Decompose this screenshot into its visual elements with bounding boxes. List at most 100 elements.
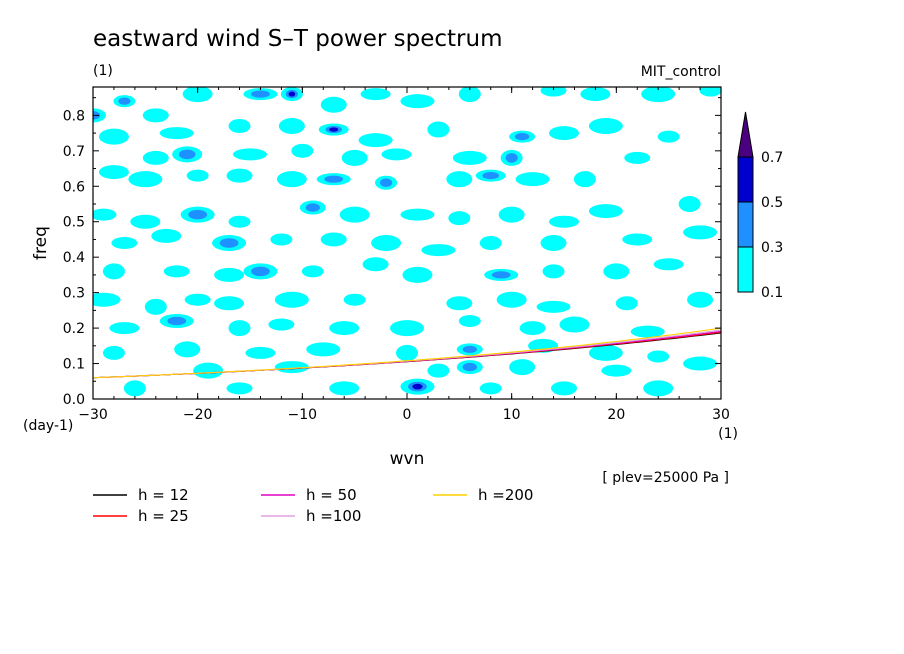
contour-patch <box>320 96 347 113</box>
contour-patch <box>123 380 146 397</box>
contour-patch <box>400 94 435 109</box>
contour-level-1 <box>245 346 276 359</box>
contour-level-1 <box>228 119 251 133</box>
contour-level-2 <box>167 316 187 326</box>
contour-level-1 <box>159 127 194 140</box>
contour-patch <box>580 87 611 102</box>
contour-patch <box>276 171 307 188</box>
contour-patch <box>400 378 435 395</box>
contour-level-1 <box>144 298 167 315</box>
contour-level-1 <box>396 344 418 361</box>
contour-level-2 <box>462 345 477 353</box>
contour-patch <box>536 300 571 313</box>
contour-level-1 <box>193 362 224 379</box>
contour-patch <box>615 296 638 311</box>
x-tick-label: 20 <box>607 407 625 423</box>
contour-level-2 <box>219 238 239 248</box>
contour-patch <box>180 206 215 223</box>
contour-level-1 <box>630 325 665 338</box>
contour-patch <box>93 208 117 221</box>
contour-patch <box>657 130 680 143</box>
contour-level-1 <box>446 296 473 311</box>
contour-level-1 <box>448 211 471 226</box>
contour-level-1 <box>624 151 651 164</box>
contour-patch <box>98 128 129 145</box>
contour-patch <box>448 211 471 226</box>
contour-patch <box>381 148 412 161</box>
contour-patch <box>339 206 370 223</box>
x-tick-label: −30 <box>78 407 108 423</box>
contour-patch <box>540 87 567 97</box>
contour-level-1 <box>339 206 370 223</box>
contour-patch <box>270 233 293 246</box>
y-tick-label: 0.3 <box>63 286 85 302</box>
contour-level-1 <box>509 359 536 376</box>
contour-level-1 <box>573 171 596 188</box>
contour-level-1 <box>452 150 487 165</box>
contour-level-1 <box>163 265 190 278</box>
colorbar-label: 0.5 <box>761 195 783 211</box>
contour-level-1 <box>109 322 140 335</box>
contour-patch <box>551 381 577 396</box>
contour-level-1 <box>687 291 714 308</box>
contour-level-1 <box>479 382 502 395</box>
contour-patch <box>274 291 309 308</box>
contour-level-2 <box>462 362 477 372</box>
contour-level-1 <box>320 232 347 247</box>
contour-level-1 <box>228 320 251 337</box>
contour-patch <box>243 263 278 280</box>
contour-patch <box>291 143 314 158</box>
contour-patch <box>245 346 276 359</box>
contour-level-1 <box>226 168 253 183</box>
contour-patch <box>111 237 138 249</box>
y-tick-label: 0.0 <box>63 392 85 408</box>
y-tick-label: 0.6 <box>63 179 85 195</box>
contour-patch <box>421 244 456 257</box>
contour-level-1 <box>496 291 527 308</box>
contour-level-3 <box>412 383 423 390</box>
contour-level-1 <box>214 296 245 311</box>
contour-patch <box>159 314 194 328</box>
contour-patch <box>400 208 435 221</box>
contour-patch <box>687 291 714 308</box>
contour-level-2 <box>482 172 499 180</box>
contour-level-1 <box>479 236 502 250</box>
colorbar-label: 0.3 <box>761 240 783 256</box>
contour-patch <box>375 175 398 190</box>
plot-area <box>93 87 721 397</box>
dispersion-curve-h200 <box>93 327 721 379</box>
contour-patch <box>341 149 368 166</box>
contour-patch <box>549 126 579 141</box>
contour-patch <box>128 171 163 188</box>
contour-patch <box>233 148 267 161</box>
contour-level-1 <box>111 237 138 249</box>
contour-patch <box>144 298 167 315</box>
contour-patch <box>228 119 251 133</box>
contour-patch <box>186 169 209 182</box>
contour-patch <box>641 87 676 103</box>
contour-patch <box>358 133 393 148</box>
contour-level-2 <box>380 178 393 187</box>
contour-level-1 <box>102 345 125 360</box>
contour-level-1 <box>549 215 579 228</box>
contour-patch <box>678 196 701 212</box>
contour-level-1 <box>427 121 450 138</box>
contour-level-1 <box>678 196 701 212</box>
y-tick-label: 0.1 <box>63 357 85 373</box>
contour-patch <box>588 344 623 361</box>
contour-patch <box>559 316 590 333</box>
contour-level-1 <box>536 300 571 313</box>
contour-patch <box>446 296 473 311</box>
contour-patch <box>396 344 418 361</box>
contour-patch <box>630 325 665 338</box>
contour-level-1 <box>358 133 393 148</box>
contour-patch <box>456 343 483 356</box>
contour-patch <box>320 232 347 247</box>
contour-level-1 <box>214 267 245 282</box>
contour-patch <box>212 235 247 251</box>
contour-patch <box>174 341 201 358</box>
contour-patch <box>113 95 136 108</box>
y-units-label: (day-1) <box>23 418 73 434</box>
contour-level-2 <box>491 271 511 279</box>
contour-level-1 <box>128 171 163 188</box>
